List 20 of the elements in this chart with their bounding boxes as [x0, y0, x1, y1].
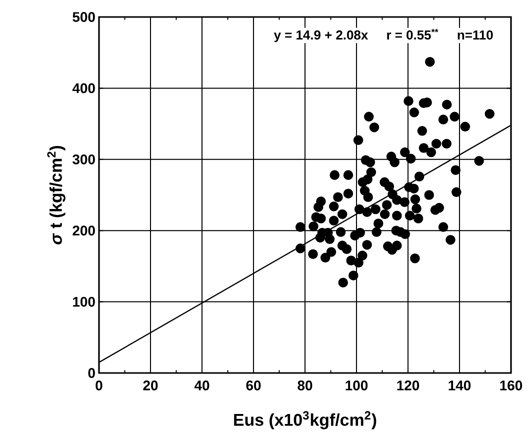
x-tick-label: 120 — [397, 380, 420, 390]
x-tick-label: 20 — [143, 380, 158, 390]
y-axis-title: σ t (kgf/cm$^{2}$) — [47, 146, 66, 244]
annotation: r = 0.55$^{**}$ — [387, 28, 438, 40]
x-tick-label: 60 — [246, 380, 261, 390]
x-tick-label: 0 — [96, 380, 102, 390]
x-tick-label: 140 — [448, 380, 471, 390]
x-tick-label: 80 — [298, 380, 312, 390]
y-tick-label: 200 — [72, 226, 95, 236]
y-tick-label: 400 — [72, 83, 95, 94]
x-tick-label: 160 — [500, 380, 522, 390]
y-tick-label: 0 — [88, 368, 95, 378]
y-tick-label: 100 — [73, 296, 95, 307]
annotation: y = 14.9 + 2.08x — [274, 30, 368, 42]
y-tick-label: 500 — [72, 12, 95, 22]
y-tick-label: 300 — [72, 154, 95, 164]
x-tick-label: 40 — [194, 380, 210, 390]
annotation: n=110 — [458, 30, 493, 40]
x-axis-title: Eus (x10$^{3}$kgf/cm$^{2}$) — [234, 411, 376, 430]
x-tick-label: 100 — [346, 380, 368, 390]
